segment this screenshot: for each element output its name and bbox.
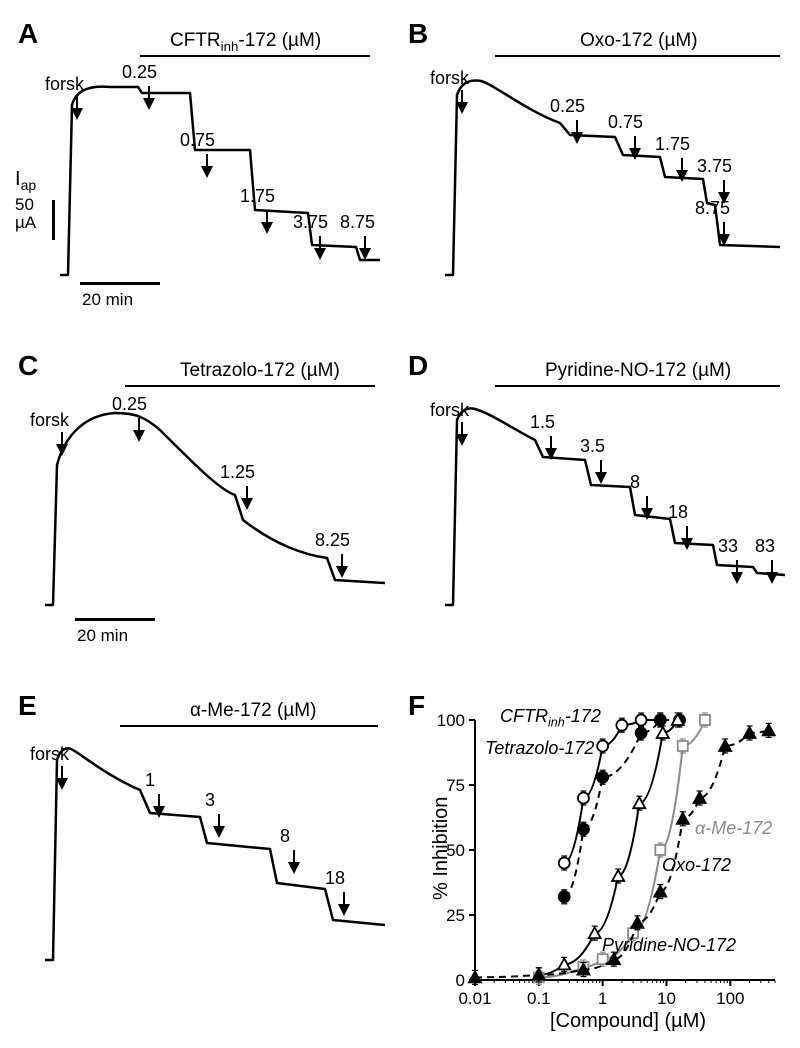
title-bar-A xyxy=(140,55,370,57)
legend-label-2: Oxo-172 xyxy=(662,855,731,876)
iap-label: Iap xyxy=(15,168,36,193)
legend-label-1: Tetrazolo-172 xyxy=(485,738,594,759)
panel-label-B: B xyxy=(408,18,428,50)
figure-root: ACFTRinh-172 (µM)forsk0.250.751.753.758.… xyxy=(0,0,800,1048)
ylabel-F: % Inhibition xyxy=(430,797,453,900)
scalebar-v-A xyxy=(52,200,55,240)
xlabel-F: [Compound] (µM) xyxy=(550,1010,706,1033)
svg-text:25: 25 xyxy=(446,906,465,925)
title-bar-D xyxy=(495,385,780,387)
svg-text:0: 0 xyxy=(456,971,465,990)
title-bar-B xyxy=(495,55,780,57)
trace-E xyxy=(45,735,385,965)
panel-label-A: A xyxy=(18,18,38,50)
title-bar-E xyxy=(120,725,378,727)
panel-title-C: Tetrazolo-172 (µM) xyxy=(180,360,340,382)
svg-text:1: 1 xyxy=(598,989,607,1008)
panel-title-D: Pyridine-NO-172 (µM) xyxy=(545,360,731,382)
panel-title-B: Oxo-172 (µM) xyxy=(580,30,698,52)
scalebar-v-label-A: 50µA xyxy=(15,196,36,232)
svg-text:0.01: 0.01 xyxy=(458,989,491,1008)
svg-text:75: 75 xyxy=(446,776,465,795)
legend-label-0: CFTRinh-172 xyxy=(500,706,601,730)
svg-text:100: 100 xyxy=(716,989,744,1008)
trace-C xyxy=(45,395,385,610)
scalebar-h-label-A: 20 min xyxy=(82,290,133,310)
panel-label-D: D xyxy=(408,350,428,382)
trace-D xyxy=(445,395,785,610)
trace-A xyxy=(60,65,380,280)
legend-label-3: α-Me-172 xyxy=(695,818,772,839)
panel-title-A: CFTRinh-172 (µM) xyxy=(170,30,321,54)
legend-label-4: Pyridine-NO-172 xyxy=(602,935,736,956)
trace-B xyxy=(445,65,785,280)
scalebar-h-C xyxy=(75,618,155,621)
svg-text:0.1: 0.1 xyxy=(527,989,551,1008)
svg-text:10: 10 xyxy=(657,989,676,1008)
svg-text:100: 100 xyxy=(437,711,465,730)
scalebar-h-label-C: 20 min xyxy=(77,626,128,646)
panel-label-C: C xyxy=(18,350,38,382)
panel-label-F: F xyxy=(408,690,425,722)
title-bar-C xyxy=(125,385,375,387)
panel-title-E: α-Me-172 (µM) xyxy=(190,700,316,722)
scalebar-h-A xyxy=(80,282,160,285)
panel-label-E: E xyxy=(18,690,37,722)
